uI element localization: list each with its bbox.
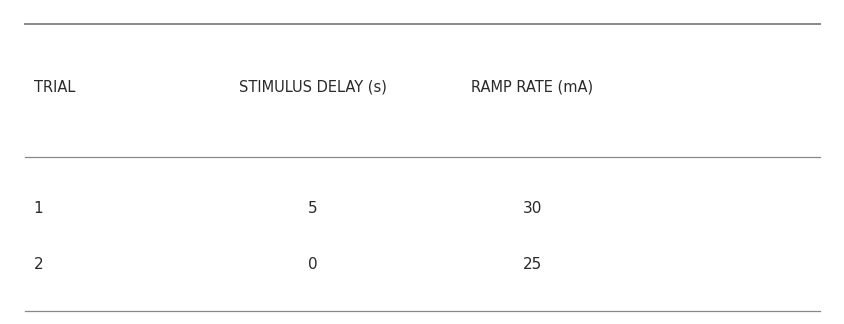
Text: 25: 25 [522, 257, 541, 272]
Text: 30: 30 [522, 202, 541, 216]
Text: 2: 2 [34, 257, 43, 272]
Text: STIMULUS DELAY (s): STIMULUS DELAY (s) [239, 80, 387, 95]
Text: 1: 1 [34, 202, 43, 216]
Text: RAMP RATE (mA): RAMP RATE (mA) [471, 80, 592, 95]
Text: 5: 5 [307, 202, 317, 216]
Text: TRIAL: TRIAL [34, 80, 75, 95]
Text: 0: 0 [307, 257, 317, 272]
